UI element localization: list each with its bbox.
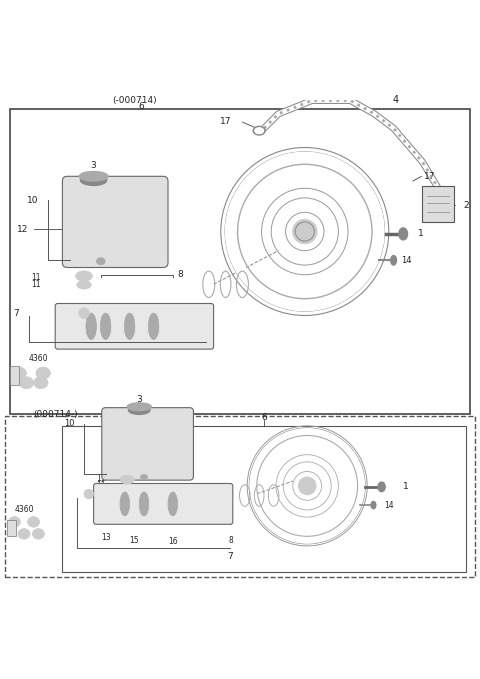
Ellipse shape — [96, 257, 105, 265]
Ellipse shape — [36, 367, 50, 379]
Text: 5: 5 — [283, 433, 288, 443]
Ellipse shape — [124, 313, 135, 340]
Ellipse shape — [77, 280, 91, 289]
Text: 4360: 4360 — [14, 505, 34, 515]
Text: 17: 17 — [424, 172, 435, 181]
Ellipse shape — [253, 126, 265, 135]
Bar — [422, 186, 454, 222]
Text: (-000714): (-000714) — [112, 96, 156, 105]
Ellipse shape — [148, 313, 159, 340]
Text: (000714-): (000714-) — [34, 410, 78, 419]
Text: 3: 3 — [91, 161, 96, 170]
Bar — [10, 366, 19, 385]
Ellipse shape — [84, 490, 94, 499]
Bar — [7, 519, 16, 536]
Text: 15: 15 — [158, 325, 168, 334]
Ellipse shape — [100, 313, 111, 340]
FancyBboxPatch shape — [55, 304, 214, 349]
Text: 13: 13 — [134, 330, 144, 340]
Ellipse shape — [32, 529, 44, 539]
Text: 4360: 4360 — [29, 354, 48, 363]
Ellipse shape — [8, 517, 20, 527]
Text: 13: 13 — [101, 533, 110, 542]
Circle shape — [293, 219, 317, 244]
Text: 8: 8 — [228, 536, 233, 545]
Ellipse shape — [28, 517, 39, 527]
Bar — [10, 109, 470, 414]
FancyBboxPatch shape — [62, 177, 168, 268]
Ellipse shape — [168, 492, 178, 516]
Text: 3: 3 — [136, 395, 142, 404]
Bar — [62, 426, 466, 572]
Ellipse shape — [399, 228, 408, 240]
Ellipse shape — [86, 313, 96, 340]
Ellipse shape — [12, 367, 26, 379]
Ellipse shape — [391, 255, 396, 265]
Ellipse shape — [255, 128, 264, 134]
Text: 7: 7 — [228, 552, 233, 561]
Text: 16: 16 — [168, 536, 178, 546]
Text: 5: 5 — [304, 304, 310, 313]
Text: 11: 11 — [96, 474, 106, 483]
Ellipse shape — [34, 377, 48, 388]
FancyBboxPatch shape — [94, 483, 233, 524]
Text: 11: 11 — [31, 272, 41, 282]
Ellipse shape — [120, 475, 134, 484]
Ellipse shape — [18, 529, 30, 539]
Text: 17: 17 — [220, 117, 231, 126]
Ellipse shape — [19, 377, 34, 388]
Text: 14: 14 — [384, 500, 394, 510]
Text: 8: 8 — [177, 270, 183, 279]
Text: 15: 15 — [130, 536, 139, 545]
Circle shape — [299, 477, 316, 494]
Ellipse shape — [127, 403, 151, 411]
Ellipse shape — [378, 482, 385, 492]
Ellipse shape — [128, 406, 150, 414]
Ellipse shape — [120, 492, 130, 516]
Text: 2: 2 — [463, 200, 469, 210]
Ellipse shape — [140, 475, 148, 480]
Text: 9: 9 — [106, 469, 110, 479]
Text: 16: 16 — [65, 335, 74, 344]
Text: 10: 10 — [64, 419, 74, 428]
Text: 10: 10 — [27, 196, 38, 205]
Ellipse shape — [75, 271, 92, 281]
Text: 1: 1 — [403, 482, 409, 492]
Ellipse shape — [139, 492, 149, 516]
Ellipse shape — [371, 502, 376, 509]
Text: 14: 14 — [401, 256, 411, 265]
Text: 7: 7 — [13, 308, 19, 318]
Text: 1: 1 — [418, 230, 423, 238]
Text: 11: 11 — [31, 280, 41, 289]
Text: 11: 11 — [96, 481, 106, 490]
FancyBboxPatch shape — [102, 407, 193, 480]
Text: 12: 12 — [17, 225, 29, 234]
Ellipse shape — [79, 308, 89, 318]
Ellipse shape — [81, 175, 107, 185]
Text: 6: 6 — [139, 103, 144, 111]
Bar — [5, 416, 475, 577]
Text: 9: 9 — [69, 253, 75, 262]
Ellipse shape — [79, 172, 108, 181]
Text: 4: 4 — [393, 96, 399, 105]
Text: 6: 6 — [261, 414, 267, 422]
